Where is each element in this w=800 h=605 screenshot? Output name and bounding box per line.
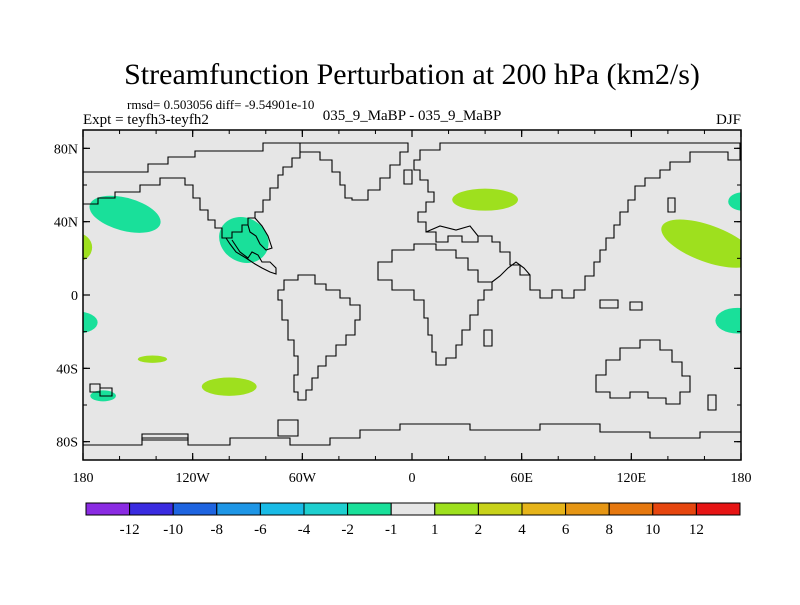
x-tick-label-6: 180 [731, 471, 752, 486]
colorbar-swatch-5 [303, 502, 349, 516]
colorbar-label-4: -4 [298, 522, 311, 538]
colorbar-label-6: -1 [385, 522, 398, 538]
colorbar-swatch-7 [390, 502, 436, 516]
coastline-north-america [83, 142, 301, 239]
coastline-japan [667, 197, 676, 213]
negative-anomaly-4 [728, 192, 741, 211]
colorbar-swatch-8 [434, 502, 479, 516]
colorbar-swatch-3 [216, 502, 261, 516]
colorbar-swatch-6 [347, 502, 392, 516]
x-tick-label-0: 180 [73, 471, 94, 486]
colorbar-swatch-11 [565, 502, 610, 516]
colorbar-swatch-10 [521, 502, 567, 516]
colorbar-label-8: 2 [475, 522, 483, 538]
x-axis: 180 120W 60W 0 60E 120E 180 [73, 130, 752, 486]
chart-title: Streamfunction Perturbation at 200 hPa (… [124, 58, 700, 91]
negative-anomaly-0 [89, 195, 161, 233]
coastline-new-zealand [707, 394, 717, 411]
coastline-greenland [300, 142, 409, 201]
season-label: DJF [716, 112, 741, 128]
coastline-australia [595, 339, 691, 405]
colorbar-label-12: 10 [645, 522, 660, 538]
positive-anomaly-8 [201, 377, 257, 396]
colorbar-swatch-9 [477, 502, 523, 516]
colorbar-label-5: -2 [341, 522, 354, 538]
coastline-eurasia [413, 142, 741, 299]
y-tick-label-2: 0 [71, 289, 78, 304]
coastline-central-america [222, 237, 277, 275]
colorbar-label-1: -10 [163, 522, 183, 538]
colorbar-swatch-4 [259, 502, 305, 516]
colorbar-label-10: 6 [562, 522, 570, 538]
colorbar-swatch-2 [172, 502, 218, 516]
x-tick-label-2: 60W [289, 471, 317, 486]
positive-anomaly-6 [83, 234, 93, 261]
experiment-label: Expt = teyfh3-teyfh2 [83, 112, 209, 128]
colorbar-label-13: 12 [689, 522, 704, 538]
coastline-antarctica [83, 423, 741, 446]
coastline-arabia [491, 261, 531, 283]
coastline-south-america [277, 274, 361, 401]
coastline-antarctic-islands [89, 383, 113, 397]
coastline-indonesia [599, 299, 643, 311]
coastline-madagascar [483, 329, 493, 347]
negative-anomaly-5 [715, 307, 741, 334]
colorbar-swatch-14 [695, 502, 741, 516]
coastline-florida [247, 217, 273, 251]
y-tick-label-0: 80N [54, 142, 78, 157]
y-tick-label-4: 80S [56, 436, 78, 451]
coastline-southern-islands [141, 419, 299, 441]
x-tick-label-1: 120W [176, 471, 211, 486]
coastlines [83, 142, 741, 446]
positive-anomaly-10 [661, 219, 741, 268]
colorbar-swatch-12 [608, 502, 654, 516]
colorbar-label-9: 4 [518, 522, 526, 538]
colorbar-label-7: 1 [431, 522, 439, 538]
x-tick-label-5: 120E [617, 471, 647, 486]
negative-anomaly-1 [219, 217, 269, 263]
anomaly-layer [83, 188, 741, 402]
y-axis: 80N 40N 0 40S 80S [54, 142, 741, 451]
colorbar-swatch-13 [652, 502, 697, 516]
colorbar-swatch-0 [85, 502, 131, 516]
y-tick-label-1: 40N [54, 216, 78, 231]
coastline-mediterranean [425, 225, 479, 237]
colorbar-label-3: -6 [254, 522, 267, 538]
x-tick-label-3: 0 [409, 471, 416, 486]
negative-anomaly-2 [83, 311, 98, 334]
colorbar-label-0: -12 [120, 522, 140, 538]
colorbar: -12 -10 -8 -6 -4 -2 -1 1 2 4 6 8 10 12 [85, 502, 741, 538]
colorbar-label-2: -8 [211, 522, 224, 538]
colorbar-swatch-1 [129, 502, 174, 516]
y-tick-label-3: 40S [56, 362, 78, 377]
coastline-africa [377, 243, 493, 366]
colorbar-label-11: 8 [605, 522, 613, 538]
positive-anomaly-7 [137, 355, 168, 363]
case-label: 035_9_MaBP - 035_9_MaBP [323, 108, 502, 124]
x-tick-label-4: 60E [510, 471, 533, 486]
stats-label: rmsd= 0.503056 diff= -9.54901e-10 [127, 97, 314, 112]
coastline-british-isles [403, 169, 413, 185]
positive-anomaly-9 [452, 188, 519, 211]
